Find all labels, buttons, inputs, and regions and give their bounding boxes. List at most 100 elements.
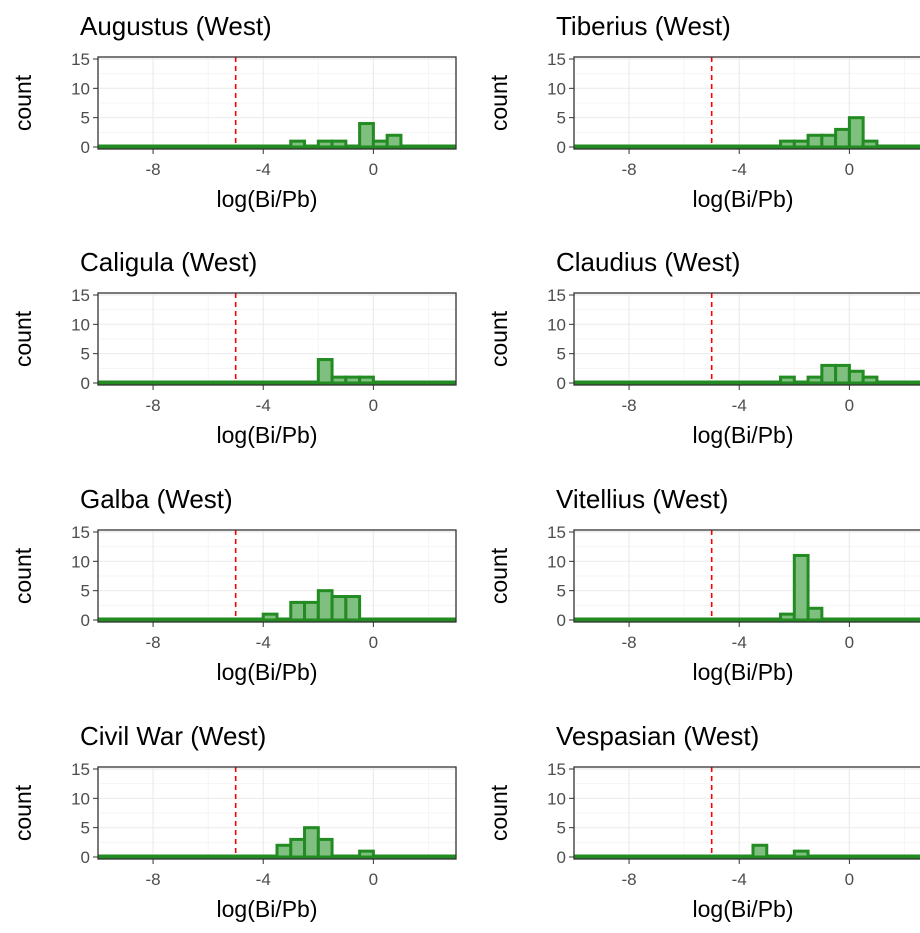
x-tick-label: -4 [256,160,271,179]
plot-area [98,57,456,149]
y-tick-label: 0 [557,374,566,393]
baseline-bar [574,380,920,385]
panel-title: Civil War (West) [80,721,266,751]
panel-title: Augustus (West) [80,11,272,41]
histogram-bar [358,375,375,385]
x-axis-title: log(Bi/Pb) [693,659,794,685]
y-tick-label: 5 [81,819,90,838]
plot-area [98,767,456,859]
histogram-bar [792,553,810,622]
histogram-bar [289,139,307,149]
x-tick-label: 0 [845,396,854,415]
histogram-bar [847,369,865,385]
histogram-panel: Augustus (West) 0 5 10 15 -8 -4 0 log(Bi/Pb) coun… [10,11,457,212]
baseline-bar [574,144,920,149]
y-axis-title: count [486,784,512,841]
panel-border [573,766,920,860]
histogram-bar [303,826,320,859]
y-axis-title: count [486,310,512,367]
x-tick-label: -4 [256,633,271,652]
x-tick-label: -4 [732,870,747,889]
panel-border [573,529,920,623]
y-tick-label: 10 [71,315,90,334]
y-tick-label: 0 [81,611,90,630]
histogram-bar [834,363,851,385]
histogram-bar [330,375,348,385]
y-tick-label: 0 [557,611,566,630]
panel-title: Vitellius (West) [556,484,728,514]
y-tick-label: 10 [547,315,566,334]
histogram-panel: Galba (West) 0 5 10 15 -8 -4 0 log(Bi/Pb) count [10,484,457,685]
x-tick-label: -8 [622,870,637,889]
x-tick-label: -8 [146,396,161,415]
plot-area [574,293,920,385]
plot-area [574,767,920,859]
histogram-bar [792,139,810,149]
x-axis-title: log(Bi/Pb) [217,896,318,922]
y-tick-label: 5 [81,582,90,601]
panel-border [97,292,457,386]
x-tick-label: 0 [845,633,854,652]
y-tick-label: 15 [71,523,90,542]
histogram-bar [330,139,348,149]
x-tick-label: -4 [256,396,271,415]
y-tick-label: 10 [547,79,566,98]
y-tick-label: 15 [71,50,90,69]
x-axis-title: log(Bi/Pb) [217,422,318,448]
histogram-panel: Civil War (West) 0 5 10 15 -8 -4 0 log(Bi/Pb) cou… [10,721,457,922]
y-tick-label: 0 [81,374,90,393]
histogram-bar [820,363,838,385]
y-axis-title: count [486,74,512,131]
x-tick-label: -4 [256,870,271,889]
x-tick-label: -4 [732,160,747,179]
y-tick-label: 5 [557,582,566,601]
histogram-panel: Vespasian (West) 0 5 10 15 -8 -4 0 log(Bi/Pb) cou… [486,721,920,922]
x-axis-title: log(Bi/Pb) [217,186,318,212]
histogram-bar [779,612,796,622]
plot-area [574,530,920,622]
panel-border [573,56,920,150]
histogram-bar [261,612,279,622]
panel-title: Tiberius (West) [556,11,731,41]
y-tick-label: 5 [81,345,90,364]
y-tick-label: 10 [71,789,90,808]
y-tick-label: 0 [81,138,90,157]
y-tick-label: 5 [557,109,566,128]
histogram-panel: Claudius (West) 0 5 10 15 -8 -4 0 log(Bi/Pb) coun… [486,247,920,448]
x-tick-label: -4 [732,396,747,415]
plot-area [98,530,456,622]
x-axis-title: log(Bi/Pb) [693,896,794,922]
panel-border [97,56,457,150]
histogram-bar [861,375,879,385]
y-tick-label: 0 [557,138,566,157]
histogram-bar [806,133,824,149]
histogram-bar [792,849,810,859]
panel-title: Caligula (West) [80,247,257,277]
y-tick-label: 10 [547,789,566,808]
histogram-bar [751,843,769,859]
x-tick-label: 0 [369,396,378,415]
panel-border [573,292,920,386]
plot-area [98,293,456,385]
y-tick-label: 10 [547,552,566,571]
baseline-bar [98,380,456,385]
y-tick-label: 15 [547,760,566,779]
y-tick-label: 15 [547,523,566,542]
histogram-bar [316,139,334,149]
baseline-bar [98,144,456,149]
panel-border [97,529,457,623]
x-tick-label: 0 [845,160,854,179]
baseline-bar [574,617,920,622]
histogram-bar [820,133,838,149]
histogram-bar [316,358,334,385]
panel-border [97,766,457,860]
histogram-bar [358,122,375,149]
x-tick-label: 0 [369,870,378,889]
histogram-bar [834,127,851,149]
y-tick-label: 0 [557,848,566,867]
y-tick-label: 5 [557,819,566,838]
histogram-bar [330,595,348,622]
x-tick-label: 0 [845,870,854,889]
x-tick-label: -8 [622,633,637,652]
y-tick-label: 15 [547,286,566,305]
